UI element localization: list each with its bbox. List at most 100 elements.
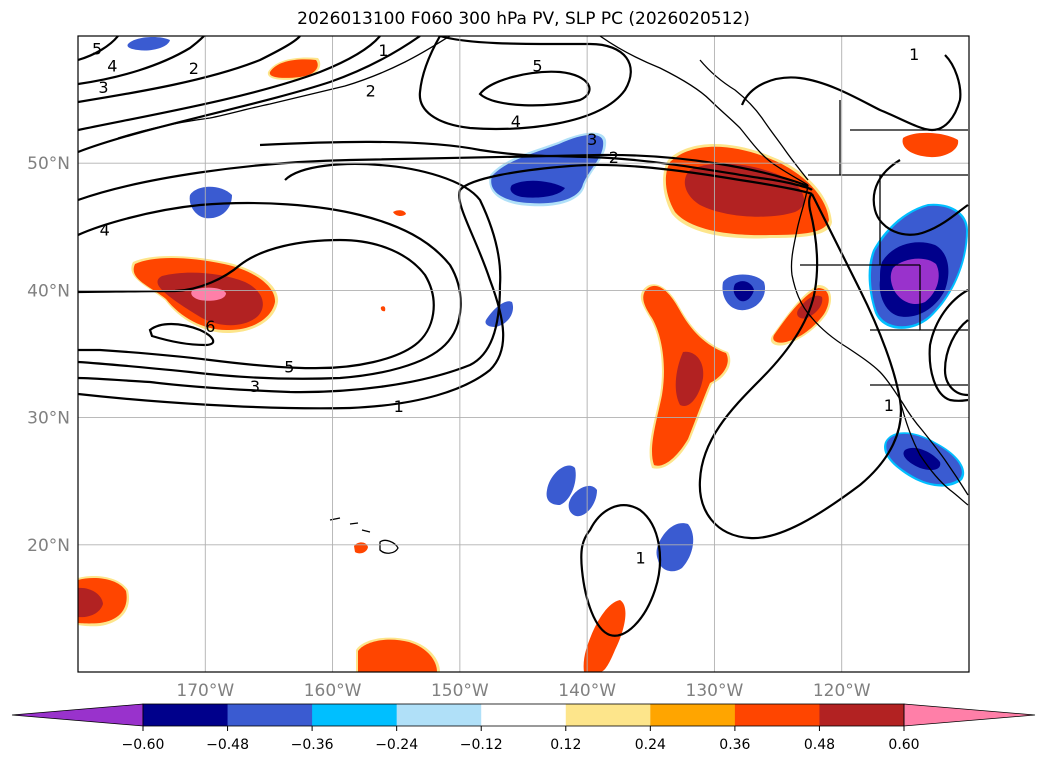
slp-contour [740,54,962,132]
slp-contour [78,36,119,62]
pv-negative-20n [656,523,694,572]
alaska-gulf-coast [599,36,809,186]
contour-label: 5 [92,40,102,59]
contour-label: 1 [394,397,404,416]
slp-contour [259,140,813,191]
slp-contour [78,36,381,132]
contour-label: 4 [511,112,521,131]
pv-positive-bering-fill [269,59,318,78]
coastlines [117,36,969,554]
colorbar-tick-label: 0.12 [550,737,581,753]
pv-positive-canada [902,132,959,158]
colorbar-tick-label: 0.36 [719,737,750,753]
contour-label: 5 [284,358,294,377]
slp-contour [78,36,421,154]
pv-positive-wpac-max [191,287,226,301]
contour-label: 3 [98,78,108,97]
bc-coast [699,59,809,181]
pv-negative-aleutian [127,36,170,51]
colorbar-segment [227,704,313,726]
lat-tick-label: 40°N [27,281,70,301]
colorbar-tick-label: −0.24 [375,737,418,753]
colorbar-segment [143,704,229,726]
pv-positive-tiny [380,306,386,312]
latitude-labels: 20°N 30°N 40°N 50°N [27,154,70,556]
pv-negative-170w [189,186,232,219]
colorbar-frame [142,703,905,727]
colorbar-segment [312,704,398,726]
lon-tick-label: 120°W [813,681,871,701]
slp-contour [872,159,969,236]
contour-label: 5 [532,56,542,75]
contour-label: 1 [636,549,646,568]
colorbar-tick-label: 0.24 [635,737,666,753]
pv-positive-south-center [358,639,437,672]
contour-label: 3 [250,377,260,396]
longitude-labels: 170°W 160°W 150°W 140°W 130°W 120°W [176,681,870,701]
slp-contour [580,504,662,637]
colorbar-tick-label: −0.48 [206,737,249,753]
contour-label: 2 [366,82,376,101]
colorbar-extend-max [903,703,1036,727]
pv-positive-south-right [583,600,626,672]
colorbar-tick-label: 0.60 [888,737,919,753]
pv-negative-california-core [890,258,939,305]
colorbar-segment [481,704,567,726]
lon-tick-label: 170°W [176,681,234,701]
slp-contour [78,36,205,86]
colorbar-tick-label: −0.12 [460,737,503,753]
slp-contour [698,193,902,540]
pv-negative-offshore-core [733,281,754,302]
baja-coast [899,399,969,506]
west-coast [790,184,969,496]
slp-contour [418,36,632,131]
colorbar-segment [734,704,820,726]
slp-contour [78,238,435,370]
contour-label: 1 [884,396,894,415]
contour-label: 6 [205,317,215,336]
slp-contour [928,289,969,402]
lon-tick-label: 130°W [686,681,744,701]
pv-negative-baja-core [903,447,941,470]
contour-label: 4 [107,56,117,75]
colorbar: −0.60 −0.48 −0.36 −0.24 −0.12 0.12 0.24 0.36 0.4… [11,703,1036,753]
contour-label: 1 [378,41,388,60]
colorbar-tick-label: −0.36 [291,737,334,753]
pv-positive-central-core [675,351,704,406]
colorbar-extend-min [11,703,144,727]
colorbar-tick-label: −0.60 [122,737,165,753]
colorbar-tick-label: 0.48 [804,737,835,753]
pv-negative-25n-a [546,465,576,505]
hawaii-islands [329,517,399,554]
lon-tick-label: 140°W [558,681,616,701]
colorbar-segment [819,704,905,726]
contour-label: 4 [100,220,110,239]
lon-tick-label: 150°W [431,681,489,701]
slp-contour [78,201,462,380]
contour-label: 1 [909,45,919,64]
slp-contour [943,319,969,397]
lat-tick-label: 20°N [27,536,70,556]
map-frame [77,35,970,673]
pv-positive-subtropic-west-core [78,587,103,618]
colorbar-segment [650,704,736,726]
slp-contour [148,322,215,347]
colorbar-segment [396,704,482,726]
pv-negative-25n-b [568,485,597,517]
chart-title: 2026013100 F060 300 hPa PV, SLP PC (2026… [297,9,750,29]
lat-tick-label: 30°N [27,409,70,429]
slp-contour [78,153,809,202]
lat-tick-label: 50°N [27,154,70,174]
contour-label: 2 [189,59,199,78]
contour-label: 2 [609,148,619,167]
contour-label: 3 [587,130,597,149]
lon-tick-label: 160°W [304,681,362,701]
slp-contour [78,163,813,410]
slp-contour [78,36,301,104]
pv-negative-pacific-core [510,180,565,198]
pv-positive-hawaii-n [393,210,406,217]
gridlines [78,36,969,672]
